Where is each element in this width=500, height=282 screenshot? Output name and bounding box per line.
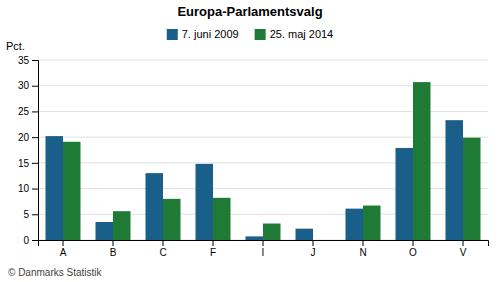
y-tick-mark [32, 137, 38, 138]
bar [296, 229, 314, 240]
x-tick: B [110, 240, 117, 258]
bar [213, 198, 231, 240]
x-tick-label: A [60, 247, 67, 258]
y-axis-line [32, 61, 39, 241]
y-axis: 0 5 10 15 20 25 30 35 [18, 55, 39, 246]
x-tick-mark [63, 240, 64, 246]
legend-label: 25. maj 2014 [270, 28, 334, 40]
x-tick-label: B [110, 247, 117, 258]
title: Europa-Parlamentsvalg [177, 4, 322, 19]
bar [363, 206, 381, 240]
grid-line [38, 60, 488, 61]
y-tick-label: 30 [18, 80, 30, 91]
x-tick-mark [463, 240, 464, 246]
bar [96, 222, 114, 240]
x-tick-label: F [210, 247, 216, 258]
y-tick-label: 35 [18, 55, 30, 66]
x-tick-label: I [262, 247, 265, 258]
y-tick-mark [32, 111, 38, 112]
y-tick: 0 [23, 235, 38, 246]
y-tick-mark [32, 60, 38, 61]
y-tick-mark [32, 86, 38, 87]
x-tick-mark [113, 240, 114, 246]
plot: 0 5 10 15 20 25 30 35 A B C F I J N O V [18, 55, 489, 258]
footer: © Danmarks Statistik [8, 267, 103, 278]
y-axis-title: Pct. [6, 40, 25, 52]
x-tick: I [262, 240, 265, 258]
x-tick-label: C [159, 247, 166, 258]
bars [46, 82, 481, 240]
x-axis: ABCFIJNOV [39, 240, 489, 258]
legend-swatch [167, 29, 178, 40]
legend-label: 7. juni 2009 [182, 28, 239, 40]
y-tick-mark [32, 189, 38, 190]
y-tick-mark [32, 163, 38, 164]
y-tick-mark [32, 240, 38, 241]
y-tick: 30 [18, 80, 38, 91]
x-tick: C [159, 240, 166, 258]
y-tick-label: 0 [23, 235, 29, 246]
x-tick: V [460, 240, 467, 258]
x-tick-mark [263, 240, 264, 246]
bar [263, 224, 281, 240]
chart: Europa-Parlamentsvalg 7. juni 2009 25. maj… [0, 0, 500, 282]
bar [163, 199, 181, 240]
bar [113, 211, 131, 240]
x-tick-mark [363, 240, 364, 246]
y-tick-label: 10 [18, 183, 30, 194]
legend-item: 7. juni 2009 [167, 28, 239, 40]
x-tick: A [60, 240, 67, 258]
bar [196, 164, 214, 240]
x-tick: F [210, 240, 216, 258]
y-tick: 20 [18, 132, 38, 143]
y-tick-label: 20 [18, 132, 30, 143]
x-tick-label: J [311, 247, 316, 258]
legend-swatch [255, 29, 266, 40]
legend-item: 25. maj 2014 [255, 28, 334, 40]
legend: 7. juni 2009 25. maj 2014 [167, 28, 334, 40]
x-tick-label: V [460, 247, 467, 258]
y-tick: 5 [23, 209, 38, 220]
bar [146, 173, 164, 240]
x-tick-label: O [409, 247, 417, 258]
bar [63, 142, 81, 240]
x-tick-mark [163, 240, 164, 246]
x-tick-mark [413, 240, 414, 246]
x-tick-mark [313, 240, 314, 246]
x-tick: O [409, 240, 417, 258]
series [63, 82, 481, 240]
bar [246, 236, 264, 240]
x-tick-label: N [359, 247, 366, 258]
bar [313, 240, 331, 241]
y-tick-label: 25 [18, 106, 30, 117]
y-tick-label: 5 [23, 209, 29, 220]
y-tick-label: 15 [18, 158, 30, 169]
x-tick: J [311, 240, 316, 258]
x-tick: N [359, 240, 366, 258]
y-tick-mark [32, 214, 38, 215]
x-tick-mark [213, 240, 214, 246]
y-tick: 25 [18, 106, 38, 117]
bar [396, 148, 414, 240]
y-tick: 10 [18, 183, 38, 194]
bar [463, 138, 481, 240]
series [46, 120, 464, 240]
bar [446, 120, 464, 240]
grid [38, 60, 488, 240]
y-tick: 15 [18, 158, 38, 169]
bar [413, 82, 431, 240]
x-axis-line [39, 241, 489, 247]
y-tick: 35 [18, 55, 38, 66]
bar [46, 136, 64, 240]
bar [346, 209, 364, 240]
